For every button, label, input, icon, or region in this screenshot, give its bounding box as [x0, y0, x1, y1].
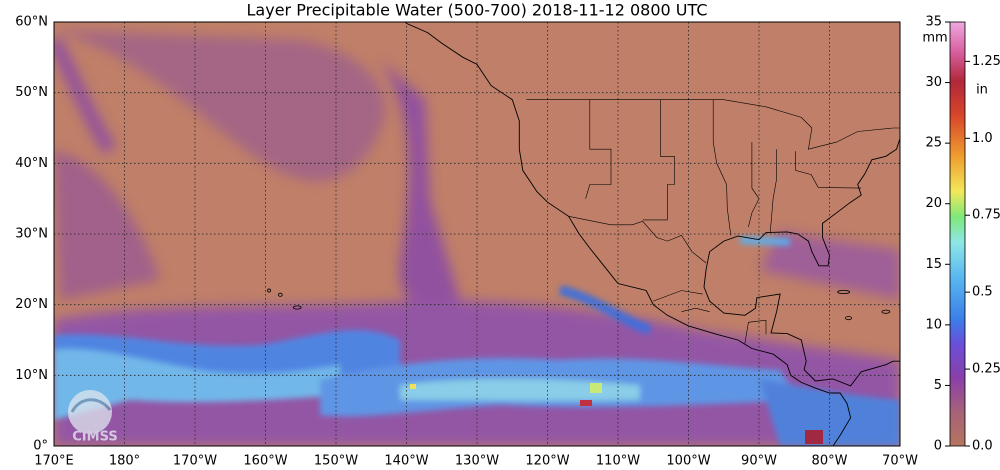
colorbar-mm-label: 5: [934, 378, 942, 393]
title: Layer Precipitable Water (500-700) 2018-…: [247, 1, 708, 20]
lat-tick-label: 0°: [33, 439, 48, 454]
island: [267, 288, 271, 293]
island: [881, 309, 891, 314]
colorbar-mm-label: 20: [925, 196, 942, 211]
coastline: [404, 22, 852, 446]
colorbar-in-label: 0.0: [972, 439, 993, 454]
lat-tick-label: 60°N: [15, 15, 48, 30]
logo: CIMSS: [68, 390, 118, 445]
island: [845, 316, 852, 321]
logo-text: CIMSS: [72, 430, 117, 445]
colorbar-in-label: 1.0: [972, 131, 993, 146]
colorbar-mm-label: 25: [925, 136, 942, 151]
lon-tick-label: 110°W: [596, 454, 640, 469]
lon-tick-label: 80°W: [812, 454, 848, 469]
colorbar-in-label: 0.25: [972, 362, 1000, 377]
colorbar: [949, 21, 966, 447]
lon-tick-label: 170°W: [173, 454, 217, 469]
lon-tick-label: 100°W: [666, 454, 710, 469]
colorbar-unit-in: in: [976, 83, 988, 98]
colorbar-mm-label: 30: [925, 75, 942, 90]
lon-tick-label: 150°W: [314, 454, 358, 469]
island: [292, 305, 302, 310]
lat-tick-label: 10°N: [15, 368, 48, 383]
lon-tick-label: 90°W: [741, 454, 777, 469]
lon-tick-label: 160°W: [243, 454, 287, 469]
lon-tick-label: 170°E: [34, 454, 74, 469]
colorbar-in-label: 1.25: [972, 54, 1000, 69]
lat-tick-label: 30°N: [15, 227, 48, 242]
map-image: [54, 22, 900, 446]
lon-tick-label: 140°W: [384, 454, 428, 469]
lat-tick-label: 40°N: [15, 156, 48, 171]
lon-tick-label: 120°W: [525, 454, 569, 469]
lon-tick-label: 180°: [109, 454, 140, 469]
island: [277, 292, 283, 297]
lon-tick-label: 70°W: [882, 454, 918, 469]
colorbar-mm-label: 35: [925, 15, 942, 30]
colorbar-in-label: 0.5: [972, 285, 993, 300]
colorbar-mm-label: 0: [934, 439, 942, 454]
lon-tick-label: 130°W: [455, 454, 499, 469]
lat-tick-label: 20°N: [15, 297, 48, 312]
lat-tick-label: 50°N: [15, 85, 48, 100]
map-frame: [53, 21, 901, 447]
colorbar-mm-label: 15: [925, 257, 942, 272]
coastline: [703, 138, 900, 387]
colorbar-unit-mm: mm: [922, 31, 947, 46]
island: [837, 289, 850, 294]
colorbar-mm-label: 10: [925, 317, 942, 332]
colorbar-in-label: 0.75: [972, 208, 1000, 223]
